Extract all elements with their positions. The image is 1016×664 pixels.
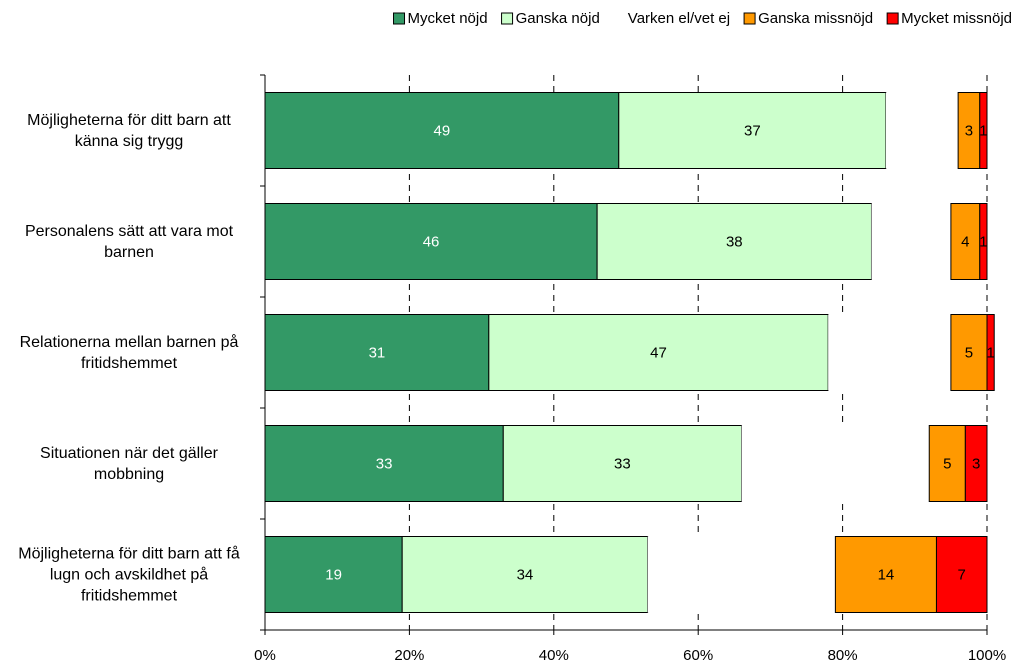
legend-swatch (743, 12, 756, 25)
x-tick-label: 80% (828, 647, 858, 664)
bar-segment (264, 425, 504, 502)
legend-swatch (613, 13, 625, 24)
data-label: 3 (965, 122, 973, 139)
bar-segment (264, 92, 620, 169)
bar-segment (986, 314, 995, 391)
bar-segment (264, 203, 598, 280)
data-label: 31 (369, 344, 386, 361)
data-label: 3 (972, 455, 980, 472)
data-label: 1 (979, 122, 987, 139)
legend-swatch (393, 12, 406, 25)
y-tick-label: Personalens sätt att vara mot barnen (24, 222, 234, 261)
x-tick-label: 100% (968, 647, 1006, 664)
bar-segment (871, 203, 951, 280)
bar-segment (647, 536, 836, 613)
data-label: 38 (726, 233, 743, 250)
x-tick-label: 20% (394, 647, 424, 664)
data-label: 14 (878, 566, 895, 583)
legend-swatch (886, 12, 899, 25)
legend-label: Mycket missnöjd (901, 10, 1012, 27)
data-label: 33 (614, 455, 631, 472)
bar-segment (950, 314, 988, 391)
legend-label: Ganska nöjd (516, 10, 600, 27)
data-label: 1 (986, 344, 994, 361)
y-tick-label: Relationerna mellan barnen på fritidshem… (19, 333, 239, 372)
bar-segment (401, 536, 649, 613)
legend-swatch (501, 12, 514, 25)
data-label: 5 (943, 455, 951, 472)
data-label: 4 (961, 233, 969, 250)
x-tick-label: 40% (539, 647, 569, 664)
bar-segment (618, 92, 887, 169)
data-label: 19 (325, 566, 342, 583)
bar-segment (834, 536, 937, 613)
data-label: 7 (958, 566, 966, 583)
bar-segment (502, 425, 743, 502)
legend-label: Mycket nöjd (408, 10, 488, 27)
data-label: 47 (650, 344, 667, 361)
bar-segment (950, 203, 981, 280)
bar-segment (935, 536, 988, 613)
bar-segment (828, 314, 951, 391)
y-tick-label: Möjligheterna för ditt barn att känna si… (27, 111, 231, 150)
legend-label: Varken el/vet ej (628, 10, 730, 27)
data-label: 5 (965, 344, 973, 361)
y-tick-label: Möjligheterna för ditt barn att få lugn … (18, 545, 240, 604)
bar-segment (741, 425, 930, 502)
bar-segment (979, 203, 988, 280)
bar-segment (979, 92, 988, 169)
data-label: 34 (517, 566, 534, 583)
data-label: 1 (979, 233, 987, 250)
bar-segment (885, 92, 959, 169)
data-label: 33 (376, 455, 393, 472)
x-tick-label: 60% (683, 647, 713, 664)
bar-segment (964, 425, 988, 502)
bar-segment (928, 425, 966, 502)
data-label: 49 (434, 122, 451, 139)
y-tick-label: Situationen när det gäller mobbning (40, 444, 218, 483)
data-label: 46 (423, 233, 440, 250)
legend: Mycket nöjd Ganska nöjd Varken el/vet ej Ga… (393, 10, 1012, 27)
bar-segment (488, 314, 829, 391)
x-tick-label: 0% (254, 647, 276, 664)
bar-segment (596, 203, 872, 280)
legend-label: Ganska missnöjd (758, 10, 873, 27)
data-label: 37 (744, 122, 761, 139)
